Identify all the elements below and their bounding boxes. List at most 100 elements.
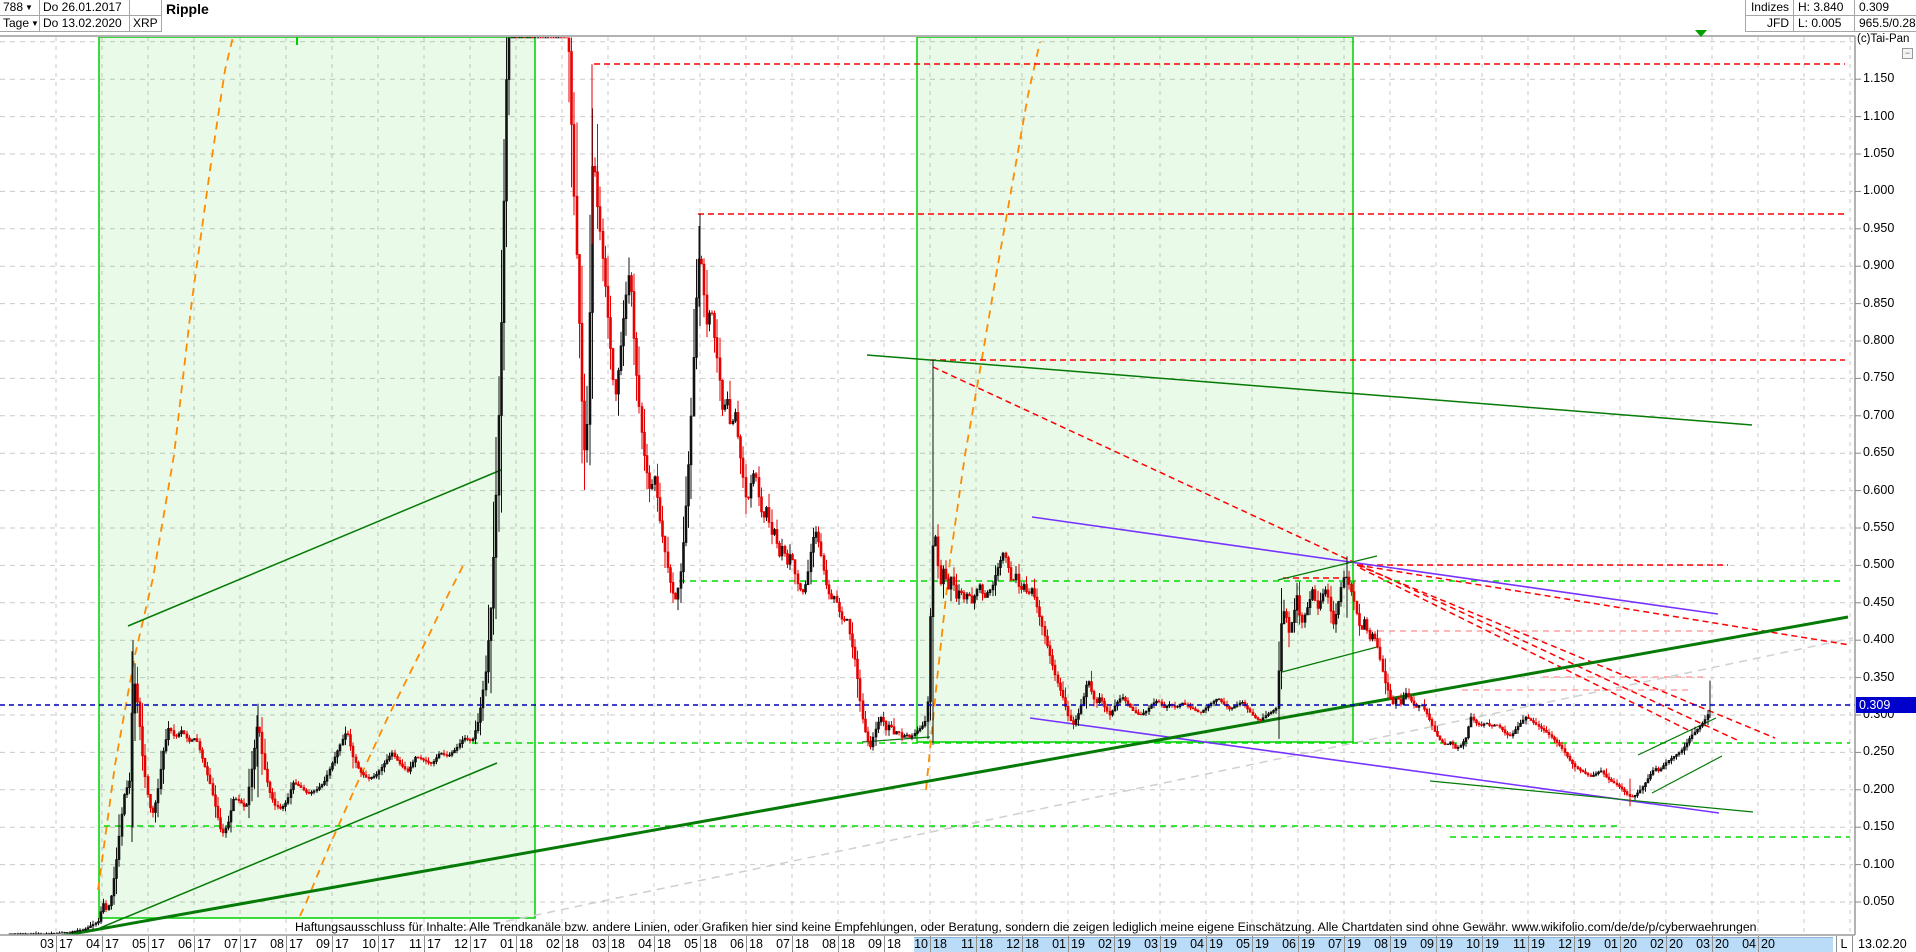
time-axis: 03 17 04 17 05 17 06 17 07 17 08 17 09 17 10 17 11 17 12 17… [0,936,1916,952]
x-axis-month-label: 04 [86,937,100,951]
orange-parabolic-trendline [97,37,234,891]
collapse-scale-button[interactable]: − [1902,48,1913,59]
x-axis-month-label: 04 [1190,937,1204,951]
chevron-down-icon: ▼ [31,19,39,28]
x-axis-year-label: 18 [933,937,947,951]
x-axis-month-label: 08 [270,937,284,951]
month-tick [424,936,425,952]
green-trendline [1651,755,1723,794]
x-axis-month-label: 11 [1513,937,1526,951]
y-axis-label: 0.100 [1863,856,1895,871]
x-axis-month-label: 03 [592,937,606,951]
y-axis-label: 0.400 [1863,632,1895,647]
month-tick [1528,936,1529,952]
gray-trendline [464,637,1854,931]
x-axis-month-label: 03 [1696,937,1710,951]
y-axis-label: 0.850 [1863,295,1895,310]
x-axis-year-label: 17 [427,937,441,951]
current-price-badge: 0.309 [1856,697,1916,713]
y-axis-label: 0.450 [1863,594,1895,609]
date-to-field[interactable]: Do 13.02.2020 [40,16,130,32]
alltime-low-label: L: 0.005 [1793,16,1854,32]
month-tick [930,936,931,952]
month-tick [608,936,609,952]
x-axis-month-label: 07 [1328,937,1342,951]
empty-cell [130,0,162,16]
month-tick [1436,936,1437,952]
month-tick [792,936,793,952]
green-trendline [1277,555,1378,581]
period-count-dropdown[interactable]: 788 ▼ [0,0,40,16]
x-axis-year-label: 17 [243,937,257,951]
green-trendline [99,762,498,929]
month-tick [1390,936,1391,952]
x-axis-month-label: 04 [638,937,652,951]
month-tick [102,936,103,952]
x-axis-month-label: 05 [684,937,698,951]
last-price-label: 0.309 [1854,0,1916,16]
x-axis-year-label: 20 [1623,937,1637,951]
x-axis-year-label: 17 [197,937,211,951]
x-axis-month-label: 07 [776,937,790,951]
y-axis-label: 0.800 [1863,333,1895,347]
y-axis-label: 0.700 [1863,407,1895,422]
x-axis-year-label: 18 [979,937,993,951]
green-trendline [57,615,1849,935]
month-tick [378,936,379,952]
y-axis-label: 0.350 [1863,669,1895,684]
x-axis-month-label: 08 [822,937,836,951]
y-axis-label: 0.050 [1863,894,1895,908]
x-axis-month-label: 09 [868,937,882,951]
trend-zone-band [98,37,536,919]
x-axis-month-label: 10 [914,937,928,951]
x-axis-year-label: 17 [151,937,165,951]
purple-trendline [1031,516,1719,615]
month-tick [1758,936,1759,952]
x-axis-month-label: 11 [409,937,422,951]
x-axis-year-label: 18 [749,937,763,951]
green-trendline [1281,646,1378,673]
x-axis-year-label: 19 [1347,937,1361,951]
month-tick [1344,936,1345,952]
month-tick [1206,936,1207,952]
y-axis-label: 0.200 [1863,781,1895,796]
x-axis-year-label: 19 [1531,937,1545,951]
symbol-label: XRP [130,16,162,32]
x-axis-year-label: 20 [1669,937,1683,951]
date-from-field[interactable]: Do 26.01.2017 [40,0,130,16]
x-axis-year-label: 18 [657,937,671,951]
month-tick [286,936,287,952]
last-marker-label: L [1840,937,1848,951]
green-trendline [866,354,1753,426]
month-tick [1252,936,1253,952]
axis-separator [1852,936,1853,952]
x-axis-month-label: 01 [1052,937,1066,951]
copyright-label: (c)Tai-Pan [1857,33,1910,45]
x-axis-month-label: 11 [961,937,974,951]
page-title: Ripple [166,1,209,17]
x-axis-month-label: 12 [1558,937,1572,951]
x-axis-month-label: 04 [1742,937,1756,951]
month-tick [148,936,149,952]
x-axis-year-label: 19 [1301,937,1315,951]
x-axis-year-label: 19 [1209,937,1223,951]
month-tick [332,936,333,952]
month-tick [654,936,655,952]
axis-separator [1836,936,1837,952]
x-axis-year-label: 19 [1255,937,1269,951]
x-axis-year-label: 18 [1025,937,1039,951]
x-axis-month-label: 01 [1604,937,1618,951]
y-axis-label: 0.550 [1863,520,1895,534]
feed-label: JFD [1745,16,1793,32]
month-tick [1160,936,1161,952]
x-axis-year-label: 17 [473,937,487,951]
x-axis-year-label: 20 [1715,937,1729,951]
x-axis-year-label: 18 [795,937,809,951]
x-axis-month-label: 12 [454,937,468,951]
period-unit-dropdown[interactable]: Tage ▼ [0,16,40,32]
month-tick [516,936,517,952]
x-axis-month-label: 06 [730,937,744,951]
month-tick [562,936,563,952]
x-axis-year-label: 18 [841,937,855,951]
